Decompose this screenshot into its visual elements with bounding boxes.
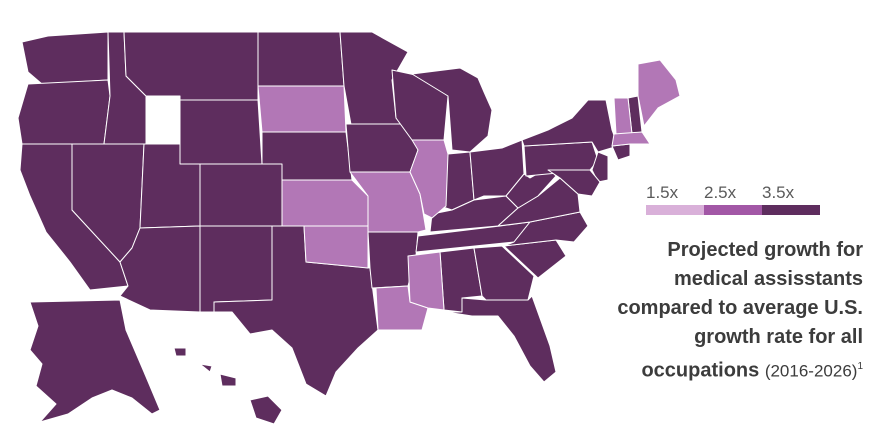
state-south-dakota [257,85,347,133]
state-north-dakota [257,31,345,87]
state-illinois [409,139,449,219]
state-louisiana [375,285,429,331]
legend-segment-high [762,205,820,215]
state-florida [445,295,557,383]
state-oregon [17,79,111,145]
state-maine [637,59,681,127]
state-hawaii [173,347,283,425]
state-new-jersey [591,151,609,183]
state-kansas [281,179,369,227]
state-new-mexico [199,225,273,313]
caption-years: (2016-2026) [764,361,858,381]
state-mississippi [407,251,445,311]
map-caption: Projected growth for medical assisstants… [593,236,863,386]
legend-label-low: 1.5x [646,183,679,202]
caption-main: Projected growth for medical assisstants… [617,239,863,382]
state-alaska [29,299,161,423]
light-states-layer [257,59,681,331]
state-wyoming [179,99,263,165]
state-oklahoma [303,225,369,269]
caption-footnote: 1 [857,361,863,372]
state-connecticut [611,143,631,161]
state-michigan [411,67,493,153]
legend: 1.5x 2.5x 3.5x [646,183,820,215]
state-new-york [521,99,619,153]
dark-states-layer [17,31,643,425]
legend-segment-low [646,205,704,215]
state-washington [21,31,109,85]
legend-bar [646,205,820,215]
legend-segment-mid [704,205,762,215]
legend-label-mid: 2.5x [704,183,737,202]
state-colorado [199,163,283,227]
legend-label-high: 3.5x [762,183,795,202]
state-montana [123,31,259,101]
state-massachusetts [611,131,651,147]
legend-labels: 1.5x 2.5x 3.5x [646,183,820,205]
state-maryland-delaware [547,169,601,197]
